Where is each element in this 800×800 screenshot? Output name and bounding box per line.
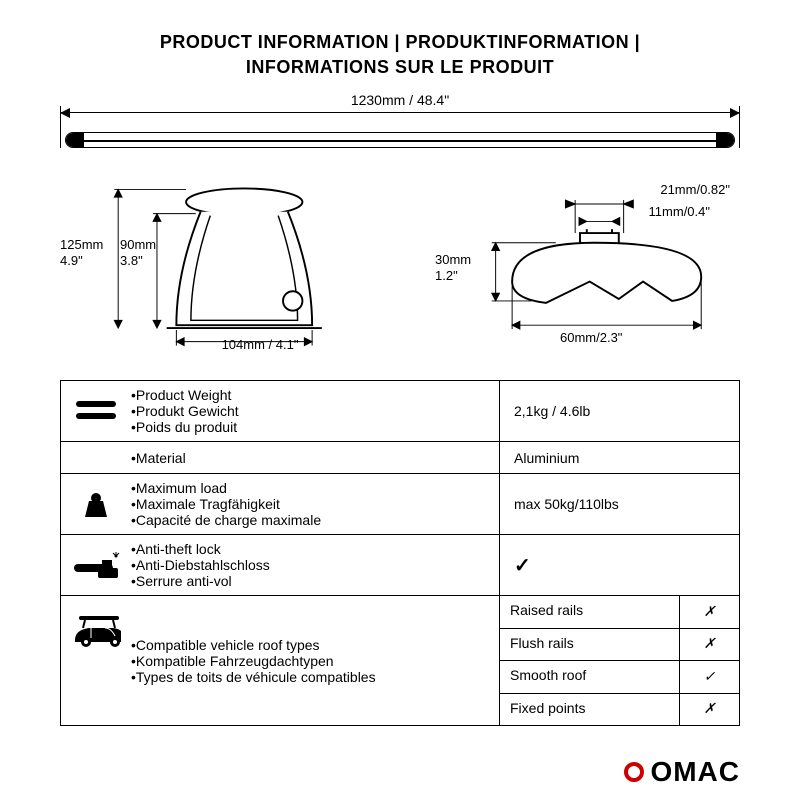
weight-value: 2,1kg / 4.6lb [499, 381, 739, 441]
load-value: max 50kg/110lbs [499, 474, 739, 534]
prof-h-b: 1.2" [435, 268, 458, 283]
foot-h-outer-b: 4.9" [60, 253, 83, 268]
weight-icon [61, 474, 131, 534]
prof-h-a: 30mm [435, 252, 471, 267]
length-diagram: 1230mm / 48.4" [60, 92, 740, 152]
crossbar-graphic [65, 132, 735, 148]
spec-table: Product Weight Produkt Gewicht Poids du … [60, 380, 740, 726]
foot-diagram: 125mm 4.9" 90mm 3.8" 104mm / 4.1" [60, 182, 380, 352]
row-lock: Anti-theft lock Anti-Diebstahlschloss Se… [61, 534, 739, 595]
foot-h-outer-a: 125mm [60, 237, 103, 252]
row-weight: Product Weight Produkt Gewicht Poids du … [61, 381, 739, 441]
length-dim-line [60, 112, 740, 113]
title-line-1: PRODUCT INFORMATION | PRODUKTINFORMATION… [60, 30, 740, 55]
lock-value: ✓ [499, 535, 739, 595]
logo-text: OMAC [650, 756, 740, 788]
foot-h-inner-a: 90mm [120, 237, 156, 252]
row-material: Material Aluminium [61, 441, 739, 473]
profile-diagram: 21mm/0.82" 11mm/0.4" 30mm 1.2" 60mm/2.3" [420, 182, 740, 352]
car-icon [61, 596, 131, 725]
foot-w: 104mm / 4.1" [200, 337, 320, 353]
brand-logo: OMAC [624, 756, 740, 788]
row-load: Maximum load Maximale Tragfähigkeit Capa… [61, 473, 739, 534]
logo-circle-icon [624, 762, 644, 782]
bars-icon [61, 381, 131, 441]
row-compat: Compatible vehicle roof types Kompatible… [61, 595, 739, 725]
title-line-2: INFORMATIONS SUR LE PRODUIT [60, 55, 740, 80]
prof-top-a: 21mm/0.82" [660, 182, 730, 198]
page-title: PRODUCT INFORMATION | PRODUKTINFORMATION… [60, 30, 740, 80]
foot-h-inner-b: 3.8" [120, 253, 143, 268]
prof-w: 60mm/2.3" [560, 330, 622, 346]
prof-top-b: 11mm/0.4" [649, 204, 710, 220]
lock-icon [61, 535, 131, 595]
length-label: 1230mm / 48.4" [351, 92, 449, 108]
material-value: Aluminium [499, 442, 739, 473]
